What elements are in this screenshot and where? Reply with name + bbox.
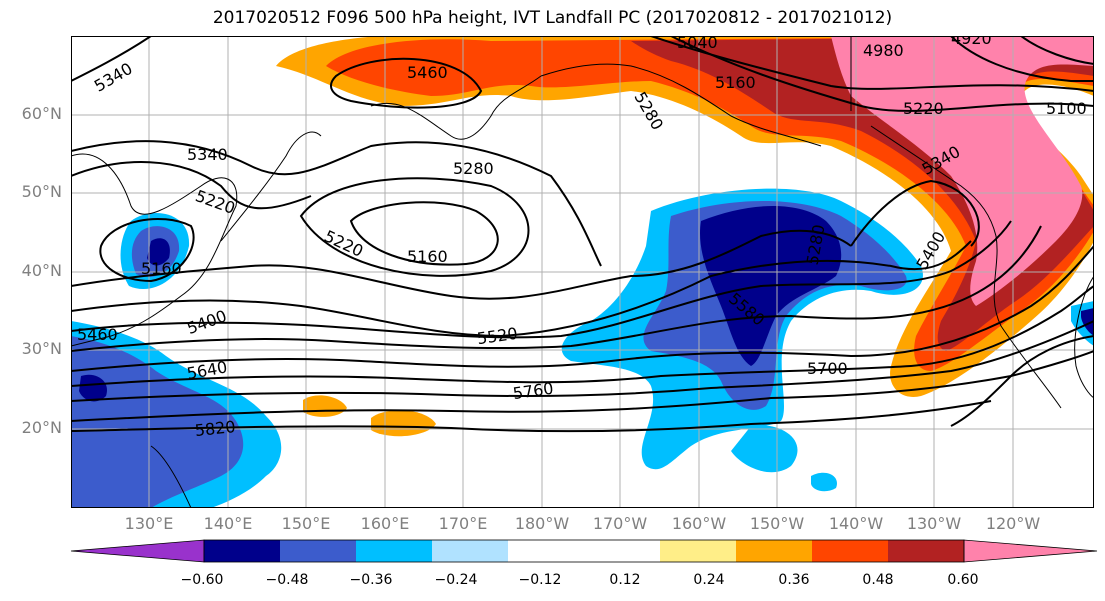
colorbar-tick: −0.48 <box>265 572 309 588</box>
lon-label: 160°W <box>671 514 727 533</box>
colorbar-cell <box>736 540 813 562</box>
contour-label: 4920 <box>951 36 992 48</box>
colorbar-tick: 0.48 <box>862 572 894 588</box>
colorbar-tick: −0.12 <box>518 572 562 588</box>
height-contours <box>71 36 1094 433</box>
lat-label: 50°N <box>21 182 62 201</box>
lon-label: 140°E <box>203 514 253 533</box>
colorbar-cell <box>280 540 357 562</box>
lon-label: 170°W <box>592 514 648 533</box>
lat-label: 20°N <box>21 418 62 437</box>
contour-label: 5280 <box>453 159 494 178</box>
colorbar-cell <box>508 540 585 562</box>
lon-label: 170°E <box>438 514 488 533</box>
lon-label: 130°E <box>124 514 174 533</box>
contour-label: 4980 <box>863 41 904 60</box>
contour-label: 5400 <box>184 306 229 338</box>
colorbar-tick: 0.36 <box>778 572 810 588</box>
map-title: 2017020512 F096 500 hPa height, IVT Land… <box>212 8 893 28</box>
colorbar-tick: −0.36 <box>349 572 393 588</box>
lat-label: 30°N <box>21 339 62 358</box>
contour-label: 5100 <box>1046 99 1087 118</box>
lat-label: 60°N <box>21 104 62 123</box>
colorbar-tick: 0.12 <box>609 572 641 588</box>
colorbar-outline <box>203 539 965 563</box>
colorbar-cell <box>432 540 509 562</box>
colorbar-tick: 0.60 <box>947 572 979 588</box>
colorbar <box>70 539 1098 563</box>
contour-label: 5040 <box>677 36 718 52</box>
colorbar-tick: −0.24 <box>434 572 478 588</box>
contour-label: 5700 <box>807 359 848 378</box>
lon-label: 150°E <box>281 514 331 533</box>
coastlines <box>71 36 1094 508</box>
contour-label: 5820 <box>194 417 236 440</box>
colorbar-tick: −0.60 <box>180 572 224 588</box>
contour-label: 5340 <box>91 59 136 96</box>
contour-label: 5220 <box>321 226 366 260</box>
lon-label: 150°W <box>749 514 805 533</box>
contour-label: 5520 <box>476 324 519 348</box>
lat-label: 40°N <box>21 261 62 280</box>
negative-anomaly-shading <box>71 188 1094 508</box>
lon-label: 140°W <box>828 514 884 533</box>
colorbar-tick: 0.24 <box>693 572 725 588</box>
colorbar-cell <box>660 540 737 562</box>
lon-label: 180°W <box>514 514 570 533</box>
map-panel: 5340 5460 5040 4980 4920 5160 5280 5220 … <box>71 36 1094 508</box>
colorbar-cell <box>584 540 661 562</box>
lon-label: 130°W <box>906 514 962 533</box>
colorbar-cell <box>356 540 433 562</box>
colorbar-cell <box>963 539 1098 563</box>
contour-label: 5160 <box>715 73 756 92</box>
colorbar-cell <box>812 540 889 562</box>
colorbar-cell <box>70 539 205 563</box>
contour-label: 5220 <box>193 186 238 218</box>
contour-label: 5460 <box>407 63 448 82</box>
colorbar-cell <box>888 540 965 562</box>
contour-label: 5160 <box>141 259 182 278</box>
contour-label: 5220 <box>903 99 944 118</box>
contour-label: 5460 <box>77 325 118 344</box>
contour-label: 5340 <box>187 145 228 164</box>
colorbar-cell <box>204 540 281 562</box>
lon-label: 120°W <box>985 514 1041 533</box>
contour-label: 5160 <box>407 247 448 266</box>
lon-label: 160°E <box>360 514 410 533</box>
